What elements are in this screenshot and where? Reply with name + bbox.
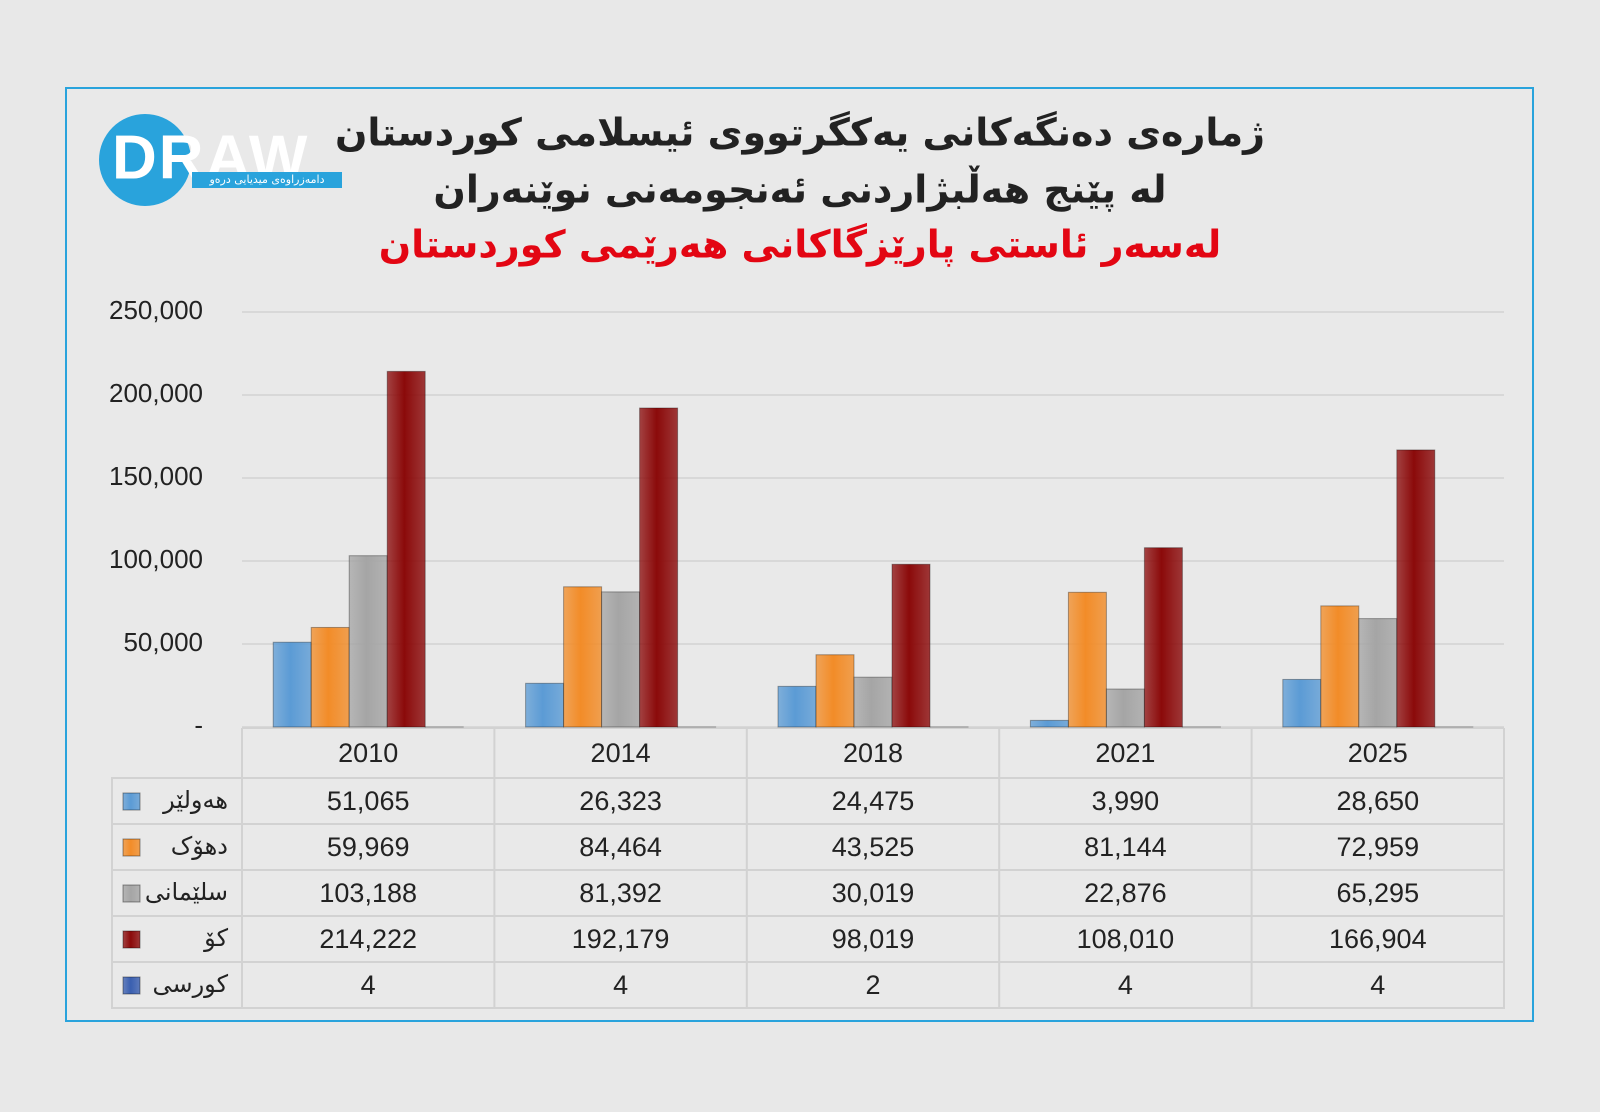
table-value: 72,959	[1337, 832, 1420, 862]
logo-tagline: دامەزراوەی میدیایی درەو	[208, 173, 324, 186]
table-value: 3,990	[1092, 786, 1160, 816]
legend-label: کۆ	[203, 924, 228, 952]
legend-label: سلێمانی	[145, 878, 228, 906]
table-value: 4	[1118, 970, 1133, 1000]
table-value: 108,010	[1077, 924, 1175, 954]
bar	[525, 682, 565, 728]
bar	[815, 654, 855, 728]
legend-swatch	[122, 884, 141, 903]
legend-label: هەولێر	[162, 786, 228, 814]
x-tick-label: 2018	[843, 738, 903, 768]
y-tick-label: 100,000	[109, 544, 203, 574]
x-tick-label: 2021	[1095, 738, 1155, 768]
chart-title: ژمارەی دەنگەکانی یەکگرتووی ئیسلامی کوردس…	[335, 111, 1265, 156]
table-value: 166,904	[1329, 924, 1427, 954]
table-value: 103,188	[319, 878, 417, 908]
bar	[563, 586, 603, 728]
table-value: 192,179	[572, 924, 670, 954]
table-value: 4	[613, 970, 628, 1000]
y-tick-label: 250,000	[109, 295, 203, 325]
chart-subtitle: لە پێنج هەڵبژاردنی ئەنجومەنی نوێنەران	[433, 166, 1166, 212]
bar	[348, 555, 388, 728]
table-value: 98,019	[832, 924, 915, 954]
table-value: 84,464	[579, 832, 662, 862]
legend-label: دهۆک	[171, 832, 228, 860]
bar	[601, 591, 641, 728]
table-value: 30,019	[832, 878, 915, 908]
bar	[1396, 449, 1436, 728]
table-value: 59,969	[327, 832, 410, 862]
bar	[1282, 678, 1322, 728]
y-tick-label: 200,000	[109, 378, 203, 408]
table-value: 51,065	[327, 786, 410, 816]
x-tick-label: 2014	[591, 738, 651, 768]
table-value: 214,222	[319, 924, 417, 954]
legend-swatch	[122, 792, 141, 811]
table-value: 22,876	[1084, 878, 1167, 908]
bar	[1358, 618, 1398, 728]
bar	[386, 370, 426, 728]
table-value: 4	[361, 970, 376, 1000]
legend-swatch	[122, 838, 141, 857]
bar	[310, 626, 350, 728]
logo: DRAW دامەزراوەی میدیایی درەو	[99, 114, 342, 206]
legend-swatch	[122, 976, 141, 995]
y-tick-label: 50,000	[123, 627, 203, 657]
bar	[1105, 688, 1145, 728]
table-value: 26,323	[579, 786, 662, 816]
bar	[777, 685, 817, 728]
x-tick-label: 2010	[338, 738, 398, 768]
logo-circle	[99, 114, 191, 206]
bar	[1029, 719, 1069, 728]
legend-swatch	[122, 930, 141, 949]
table-value: 43,525	[832, 832, 915, 862]
logo-band	[192, 172, 342, 188]
x-tick-label: 2025	[1348, 738, 1408, 768]
y-tick-label: 150,000	[109, 461, 203, 491]
bar	[891, 563, 931, 728]
table-value: 4	[1370, 970, 1385, 1000]
table-value: 81,392	[579, 878, 662, 908]
bar	[639, 407, 679, 728]
bar	[853, 676, 893, 728]
table-value: 81,144	[1084, 832, 1167, 862]
table-value: 65,295	[1337, 878, 1420, 908]
bar	[1320, 605, 1360, 728]
table-value: 28,650	[1337, 786, 1420, 816]
bar	[272, 641, 312, 728]
table-value: 2	[865, 970, 880, 1000]
bar	[1143, 547, 1183, 728]
data-table	[111, 727, 1505, 1009]
frame	[65, 87, 1534, 1022]
bar	[1067, 591, 1107, 728]
legend-label: کورسی	[152, 970, 228, 998]
table-value: 24,475	[832, 786, 915, 816]
chart-subtitle-red: لەسەر ئاستی پارێزگاکانی هەرێمی کوردستان	[379, 223, 1222, 267]
y-tick-label: -	[194, 710, 203, 740]
